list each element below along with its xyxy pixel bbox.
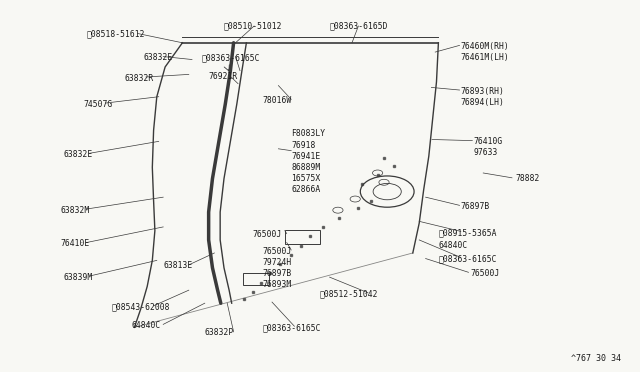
Text: Ⓝ08363-6165C: Ⓝ08363-6165C xyxy=(438,254,497,263)
Text: 76897B: 76897B xyxy=(461,202,490,211)
Text: 63839M: 63839M xyxy=(64,273,93,282)
Text: 76941E: 76941E xyxy=(291,152,321,161)
Text: 63832M: 63832M xyxy=(61,206,90,215)
Text: Ⓝ08543-62008: Ⓝ08543-62008 xyxy=(112,302,170,311)
Text: 76410E: 76410E xyxy=(61,239,90,248)
Text: 63832E: 63832E xyxy=(144,53,173,62)
Text: Ⓝ08363-6165D: Ⓝ08363-6165D xyxy=(330,22,388,31)
Text: 78016W: 78016W xyxy=(262,96,292,105)
Text: 63832P: 63832P xyxy=(205,328,234,337)
Text: 64840C: 64840C xyxy=(131,321,161,330)
Text: 63813E: 63813E xyxy=(163,262,193,270)
Text: 64840C: 64840C xyxy=(438,241,468,250)
Text: 63832E: 63832E xyxy=(64,150,93,159)
Text: ^767 30 34: ^767 30 34 xyxy=(571,354,621,363)
Bar xyxy=(285,230,320,244)
Text: 76893M: 76893M xyxy=(262,280,292,289)
Text: 76893(RH): 76893(RH) xyxy=(461,87,505,96)
Text: Ⓝ08518-51612: Ⓝ08518-51612 xyxy=(86,29,145,38)
Text: 78882: 78882 xyxy=(515,174,540,183)
Text: Ⓝ08512-51042: Ⓝ08512-51042 xyxy=(320,289,378,298)
Text: 86889M: 86889M xyxy=(291,163,321,172)
Text: 74507G: 74507G xyxy=(83,100,113,109)
Text: 76500J: 76500J xyxy=(262,247,292,256)
Text: 76897B: 76897B xyxy=(262,269,292,278)
Text: 76894(LH): 76894(LH) xyxy=(461,98,505,107)
Text: 79724H: 79724H xyxy=(262,258,292,267)
Bar xyxy=(243,273,269,285)
Text: 16575X: 16575X xyxy=(291,174,321,183)
Text: 63832R: 63832R xyxy=(125,74,154,83)
Text: 76921R: 76921R xyxy=(208,72,237,81)
Text: F8083LY: F8083LY xyxy=(291,129,325,138)
Text: 62866A: 62866A xyxy=(291,185,321,194)
Text: 76918: 76918 xyxy=(291,141,316,150)
Text: Ⓝ08363-6165C: Ⓝ08363-6165C xyxy=(202,53,260,62)
Text: Ⓝ08363-6165C: Ⓝ08363-6165C xyxy=(262,323,321,332)
Text: Ⓝ08510-51012: Ⓝ08510-51012 xyxy=(224,22,282,31)
Text: 97633: 97633 xyxy=(474,148,498,157)
Text: 76500J: 76500J xyxy=(253,230,282,239)
Text: ⓜ08915-5365A: ⓜ08915-5365A xyxy=(438,228,497,237)
Text: 76460M(RH): 76460M(RH) xyxy=(461,42,509,51)
Text: 76461M(LH): 76461M(LH) xyxy=(461,53,509,62)
Text: 76410G: 76410G xyxy=(474,137,503,146)
Text: 76500J: 76500J xyxy=(470,269,500,278)
